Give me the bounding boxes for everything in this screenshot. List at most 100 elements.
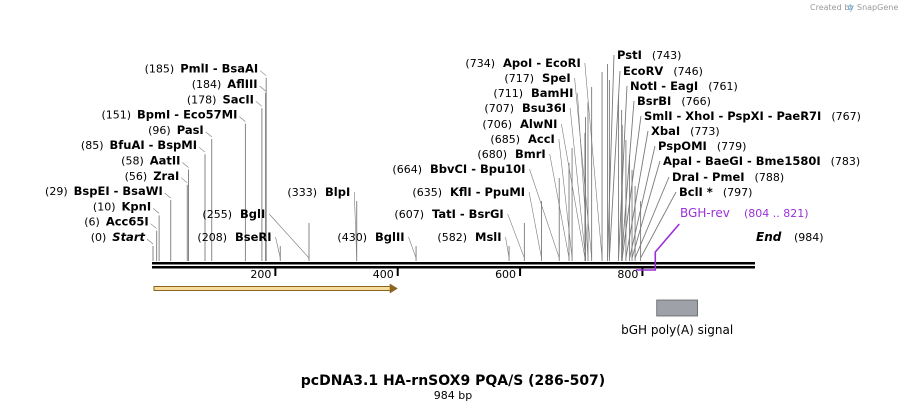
site-blpi[interactable]: (333) BlpI: [287, 185, 358, 261]
site-label: KpnI: [122, 199, 152, 213]
site-leader: [558, 138, 573, 259]
site-position: (717): [504, 72, 534, 85]
site-acci[interactable]: (685) AccI: [490, 132, 573, 261]
site-leader: [584, 62, 603, 259]
site-label: BlpI: [325, 185, 350, 199]
site-sacii[interactable]: (178) SacII: [187, 92, 263, 261]
site-bsrbi[interactable]: (766) BsrBI: [621, 94, 711, 261]
map-subtitle: 984 bp: [434, 389, 472, 402]
site-label: KflI - PpuMI: [450, 185, 525, 199]
site-position: (607): [394, 208, 424, 221]
site-label: AccI: [528, 132, 555, 146]
site-bpmi-eco57mi[interactable]: (151) BpmI - Eco57MI: [101, 108, 246, 261]
site-leader: [239, 116, 246, 122]
site-bfuai-bspmi[interactable]: (85) BfuAI - BspMI: [81, 138, 206, 261]
site-spei[interactable]: (717) SpeI: [504, 71, 593, 261]
end-label-text: End: [756, 230, 782, 244]
site-leader: [181, 177, 188, 184]
site-position: (333): [287, 186, 317, 199]
site-bmri[interactable]: (680) BmrI: [477, 147, 570, 261]
site-pasi[interactable]: (96) PasI: [148, 123, 213, 261]
site-label: BfuAI - BspMI: [110, 138, 197, 152]
site-leader: [255, 101, 263, 107]
site-position: (746): [673, 65, 703, 78]
primer-bgh-rev[interactable]: BGH-rev (804 .. 821): [635, 206, 809, 271]
site-aatii[interactable]: (58) AatII: [121, 154, 189, 262]
site-leader: [631, 160, 661, 259]
site-leader: [607, 54, 615, 259]
site-apai-baegi-bme1580i[interactable]: (783) ApaI - BaeGI - Bme1580I: [631, 154, 860, 261]
site-position: (680): [477, 148, 507, 161]
site-leader: [549, 153, 570, 259]
site-noti-eagi[interactable]: (761) NotI - EagI: [618, 79, 738, 261]
site-position: (0): [91, 231, 107, 244]
site-leader: [505, 236, 510, 259]
site-drai-pmei[interactable]: (788) DraI - PmeI: [634, 170, 784, 261]
site-apoi-ecori[interactable]: (734) ApoI - EcoRI: [465, 56, 603, 261]
tick-label: 200: [250, 268, 271, 281]
site-label: ApaI - BaeGI - Bme1580I: [663, 154, 821, 168]
site-position: (582): [437, 231, 467, 244]
site-position: (208): [197, 231, 227, 244]
site-bbvci-bpu10i[interactable]: (664) BbvCI - Bpu10I: [392, 162, 560, 261]
site-bamhi[interactable]: (711) BamHI: [493, 86, 589, 261]
site-leader: [569, 107, 586, 259]
site-position: (761): [708, 80, 738, 93]
site-position: (664): [392, 163, 422, 176]
site-position: (734): [465, 57, 495, 70]
site-position: (6): [84, 216, 100, 229]
site-position: (711): [493, 87, 523, 100]
site-pmli-bsaai[interactable]: (185) PmlI - BsaAI: [145, 62, 267, 261]
site-label: PasI: [177, 123, 204, 137]
site-bglii[interactable]: (430) BglII: [337, 230, 417, 261]
snapgene-credit: Created by ✿ SnapGene: [810, 3, 898, 12]
site-label: MslI: [475, 230, 502, 244]
site-position: (58): [121, 155, 144, 168]
site-tati-bsrgi[interactable]: (607) TatI - BsrGI: [394, 207, 525, 261]
site-label: SmlI - XhoI - PspXI - PaeR7I: [644, 109, 821, 123]
site-psti[interactable]: (743) PstI: [607, 48, 682, 261]
cds-body: [153, 286, 392, 291]
site-leader: [629, 145, 656, 259]
site-alwni[interactable]: (706) AlwNI: [482, 117, 586, 261]
site-kfli-ppumi[interactable]: (635) KflI - PpuMI: [412, 185, 542, 261]
site-label: BglI: [240, 207, 265, 221]
site-zrai[interactable]: (56) ZraI: [125, 169, 188, 261]
site-bspei-bsawi[interactable]: (29) BspEI - BsaWI: [45, 184, 172, 261]
site-leader: [150, 223, 157, 229]
site-label: TatI - BsrGI: [432, 207, 504, 221]
map-title: pcDNA3.1 HA-rnSOX9 PQA/S (286-507): [301, 373, 605, 389]
site-label: PmlI - BsaAI: [180, 62, 258, 76]
feature-bgh-poly-a-signal[interactable]: bGH poly(A) signal: [621, 299, 733, 337]
site-position: (96): [148, 124, 171, 137]
tick-label: 600: [495, 268, 516, 281]
tick-label: 400: [373, 268, 394, 281]
credit-text: Created by: [810, 3, 854, 12]
site-label: PstI: [617, 48, 642, 62]
site-position: (766): [681, 95, 711, 108]
site-bgli[interactable]: (255) BglI: [202, 207, 310, 261]
site-leader: [259, 70, 267, 76]
site-leader: [275, 236, 281, 259]
site-pspomi[interactable]: (779) PspOMI: [629, 139, 747, 261]
site-label: Start: [112, 230, 145, 244]
site-acc65i[interactable]: (6) Acc65I: [84, 215, 158, 261]
site-label: BmrI: [515, 147, 546, 161]
site-bsu36i[interactable]: (707) Bsu36I: [484, 101, 586, 261]
site-leader: [268, 213, 310, 259]
site-leader: [640, 191, 677, 259]
site-smli-xhoi-pspxi-paer7i[interactable]: (767) SmlI - XhoI - PspXI - PaeR7I: [621, 109, 861, 261]
site-bcli[interactable]: (797) BclI *: [640, 185, 753, 261]
site-kpni[interactable]: (10) KpnI: [93, 199, 160, 261]
site-afliii[interactable]: (184) AflIII: [192, 77, 267, 261]
site-bseri[interactable]: (208) BseRI: [197, 230, 281, 261]
site-label: ZraI: [153, 169, 179, 183]
site-label: Acc65I: [106, 215, 149, 229]
site-leader: [198, 146, 206, 153]
site-position: (706): [482, 118, 512, 131]
site-leader: [528, 191, 542, 259]
site-msli[interactable]: (582) MslI: [437, 230, 510, 261]
site-start[interactable]: (0) Start: [91, 230, 154, 261]
cds-arrow[interactable]: [153, 283, 398, 294]
site-leader: [574, 77, 592, 259]
